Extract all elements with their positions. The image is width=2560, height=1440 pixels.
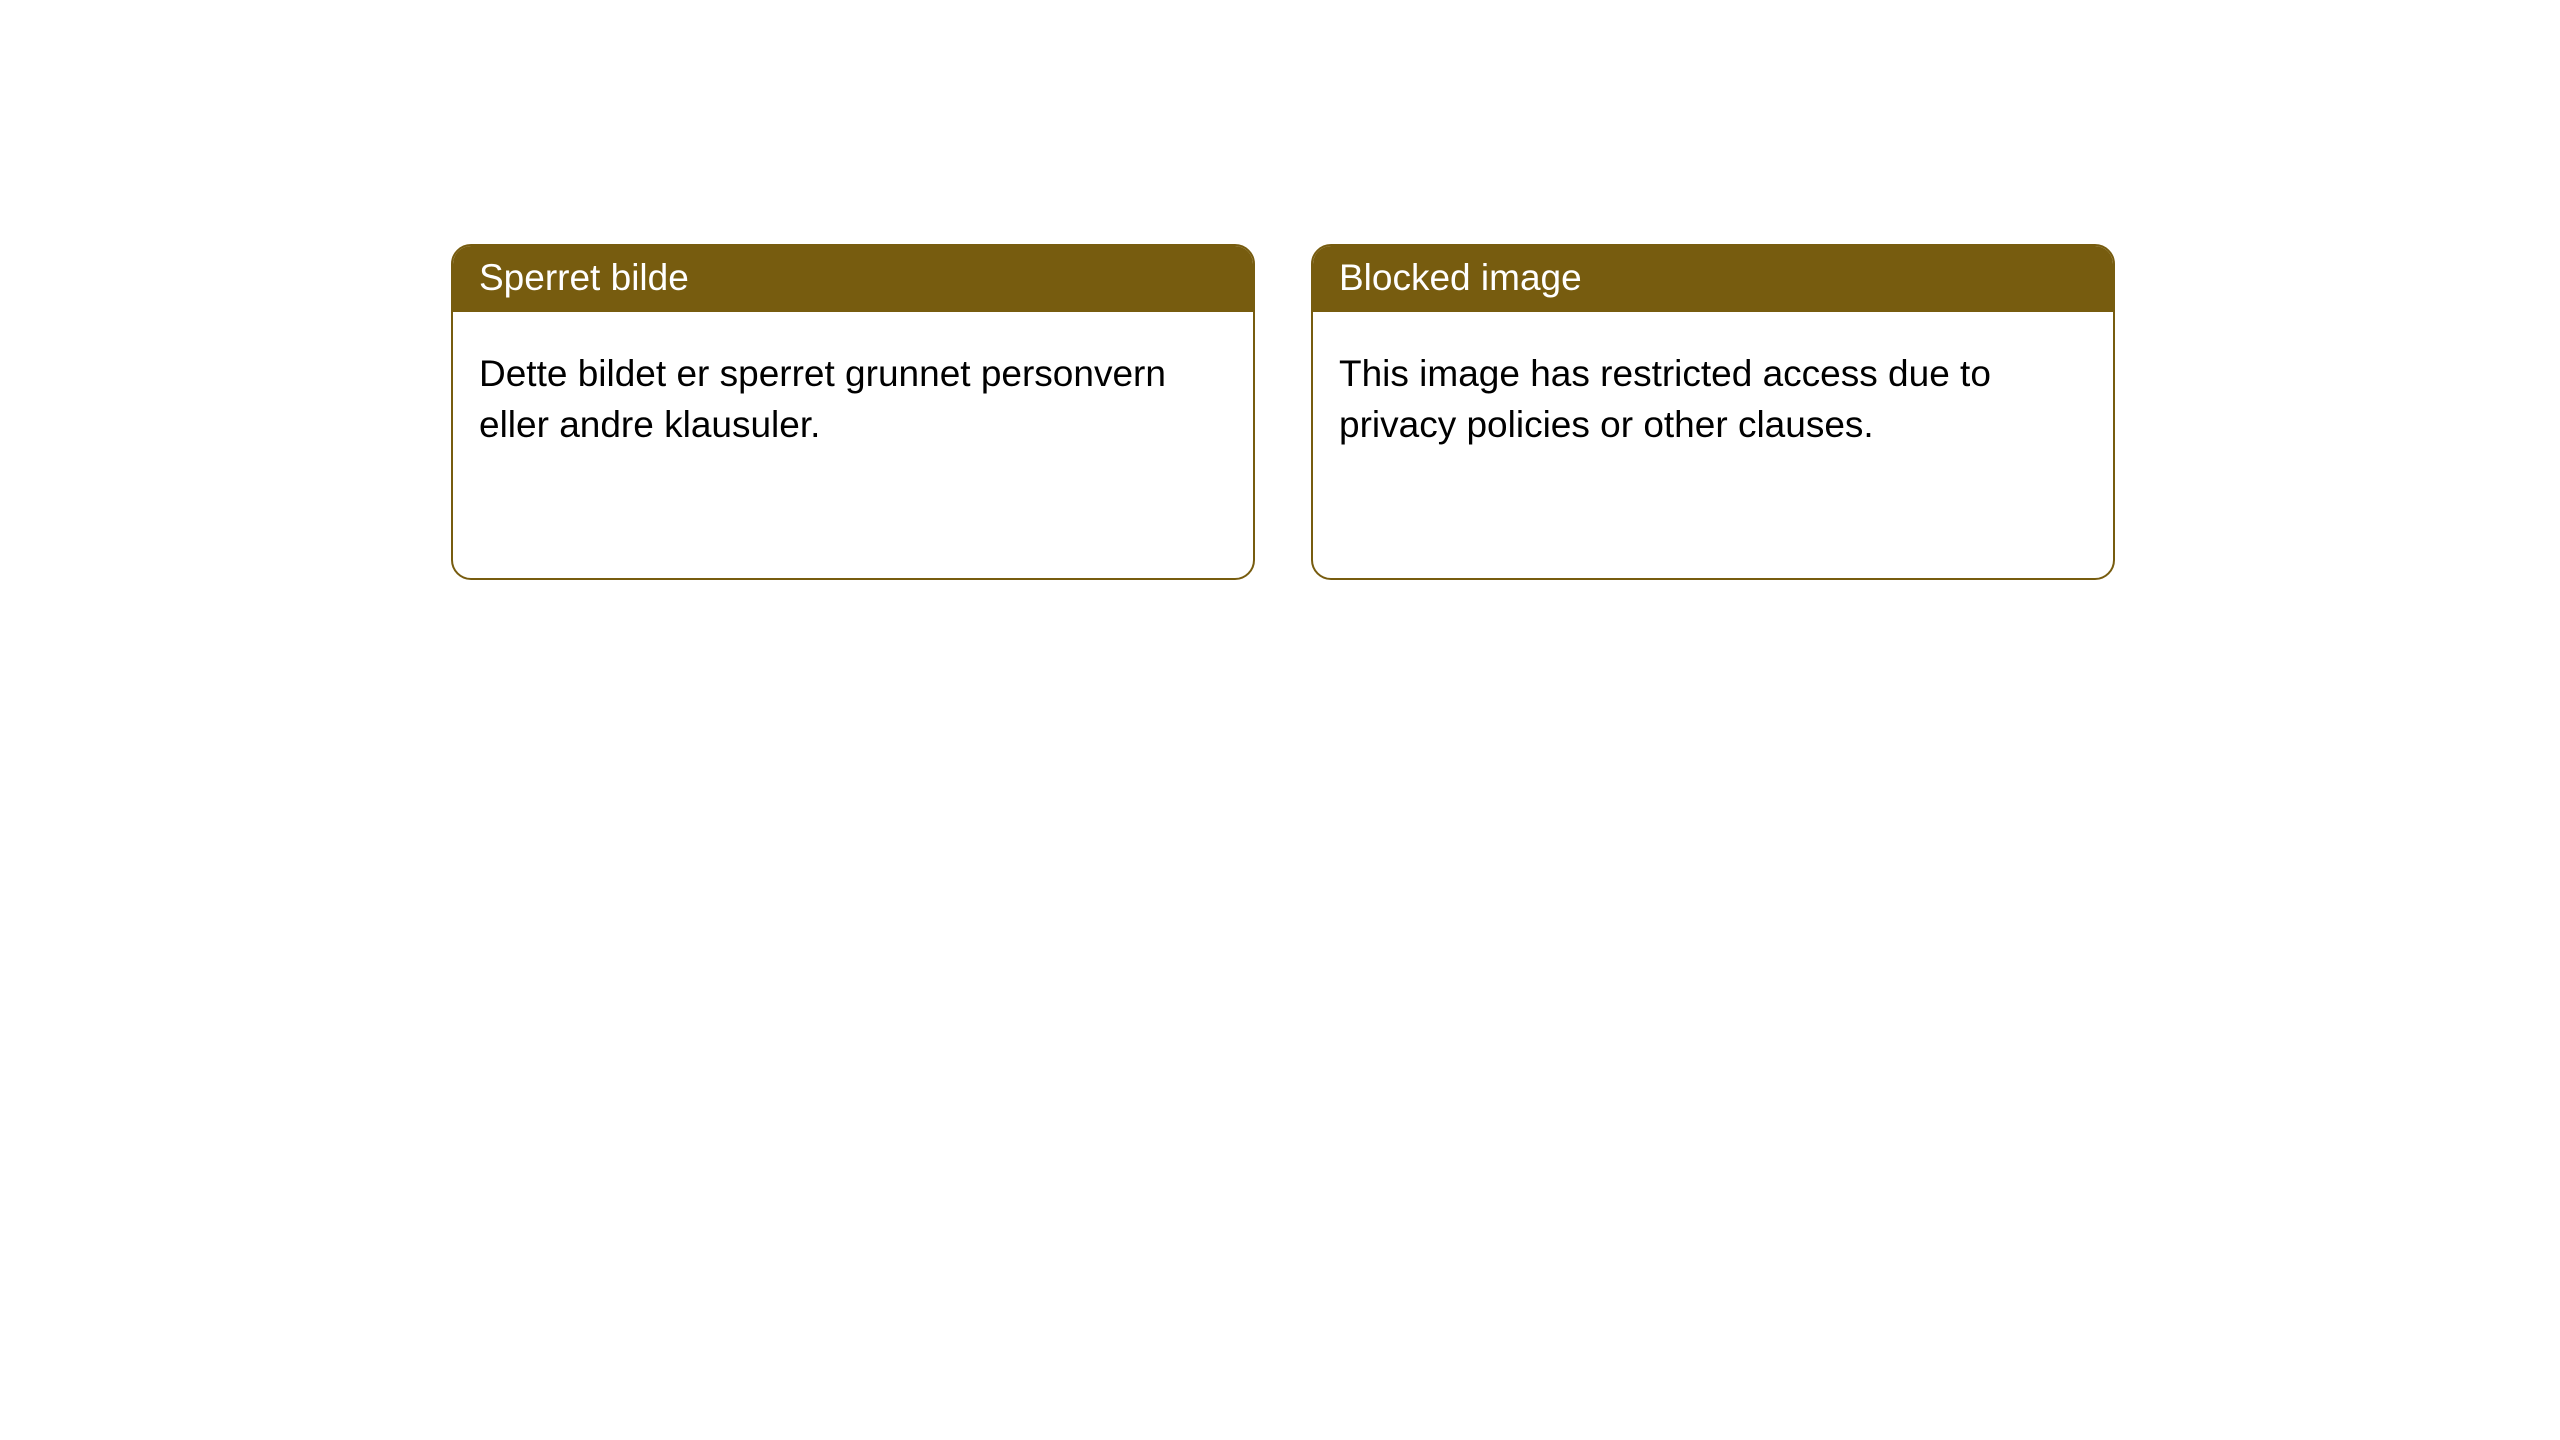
- card-header: Sperret bilde: [453, 246, 1253, 312]
- card-body: This image has restricted access due to …: [1313, 312, 2113, 476]
- card-title: Sperret bilde: [479, 257, 689, 298]
- notice-container: Sperret bilde Dette bildet er sperret gr…: [0, 0, 2560, 580]
- card-header: Blocked image: [1313, 246, 2113, 312]
- card-body-text: This image has restricted access due to …: [1339, 353, 1991, 445]
- card-body: Dette bildet er sperret grunnet personve…: [453, 312, 1253, 476]
- card-body-text: Dette bildet er sperret grunnet personve…: [479, 353, 1166, 445]
- notice-card-english: Blocked image This image has restricted …: [1311, 244, 2115, 580]
- notice-card-norwegian: Sperret bilde Dette bildet er sperret gr…: [451, 244, 1255, 580]
- card-title: Blocked image: [1339, 257, 1582, 298]
